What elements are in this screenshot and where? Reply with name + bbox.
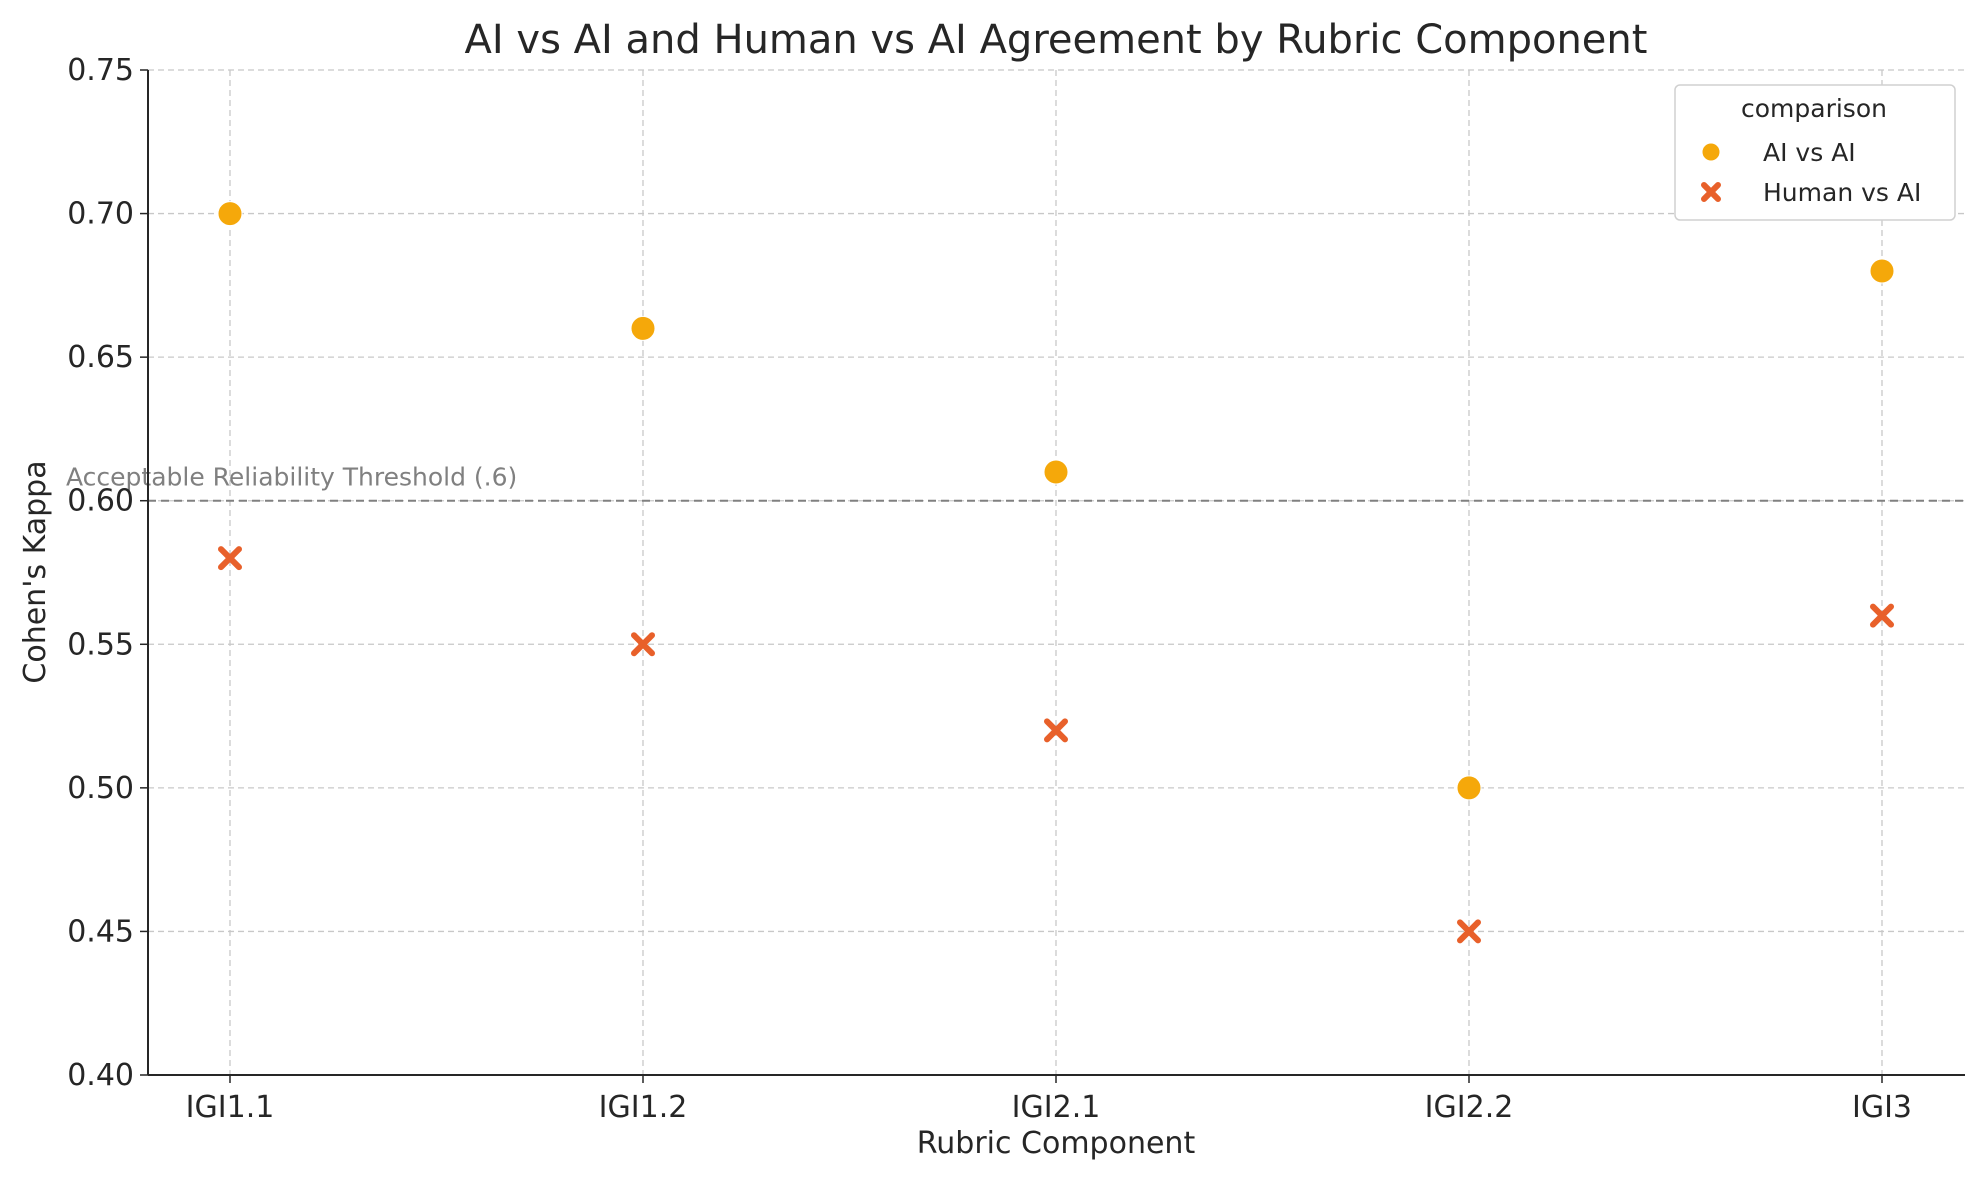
- y-tick-label: 0.75: [67, 53, 134, 88]
- y-tick-label: 0.65: [67, 340, 134, 375]
- y-tick-label: 0.40: [67, 1058, 134, 1093]
- x-tick-label: IGI1.1: [186, 1090, 275, 1125]
- y-axis-ticks: 0.40 0.45 0.50 0.55 0.60 0.65 0.70 0.75: [67, 53, 148, 1093]
- ai-vs-ai-point: [1456, 775, 1482, 801]
- ai-vs-ai-point: [630, 315, 656, 341]
- y-tick-label: 0.60: [67, 484, 134, 519]
- y-axis-label: Cohen's Kappa: [18, 460, 53, 683]
- legend-circle-marker: [1701, 142, 1721, 162]
- legend-label: Human vs AI: [1763, 178, 1921, 207]
- legend-label: AI vs AI: [1763, 138, 1856, 167]
- ai-vs-ai-point: [1043, 459, 1069, 485]
- human-vs-ai-point: [631, 632, 655, 657]
- threshold-label: Acceptable Reliability Threshold (.6): [66, 463, 517, 492]
- legend: comparison AI vs AI Human vs AI: [1674, 84, 1956, 221]
- human-vs-ai-point: [1457, 919, 1481, 944]
- legend-box: [1674, 84, 1956, 221]
- threshold-group: Acceptable Reliability Threshold (.6): [66, 463, 1965, 502]
- chart-title: AI vs AI and Human vs AI Agreement by Ru…: [465, 17, 1648, 63]
- y-tick-label: 0.70: [67, 197, 134, 232]
- x-tick-label: IGI2.2: [1425, 1090, 1514, 1125]
- x-tick-label: IGI3: [1852, 1090, 1912, 1125]
- ai-vs-ai-point: [217, 201, 243, 227]
- y-tick-label: 0.45: [67, 914, 134, 949]
- legend-x-marker: [1701, 182, 1721, 202]
- x-tick-label: IGI2.1: [1012, 1090, 1101, 1125]
- legend-title: comparison: [1741, 94, 1887, 123]
- y-tick-label: 0.55: [67, 627, 134, 662]
- x-axis-label: Rubric Component: [917, 1126, 1196, 1161]
- y-tick-label: 0.50: [67, 771, 134, 806]
- human-vs-ai-point: [218, 546, 242, 571]
- x-axis-ticks: IGI1.1 IGI1.2 IGI2.1 IGI2.2 IGI3: [186, 1075, 1912, 1125]
- ai-vs-ai-point: [1869, 258, 1895, 284]
- legend-items: AI vs AI Human vs AI: [1701, 138, 1921, 207]
- data-points: [217, 201, 1895, 944]
- x-tick-label: IGI1.2: [599, 1090, 688, 1125]
- human-vs-ai-point: [1870, 603, 1894, 628]
- human-vs-ai-point: [1044, 718, 1068, 743]
